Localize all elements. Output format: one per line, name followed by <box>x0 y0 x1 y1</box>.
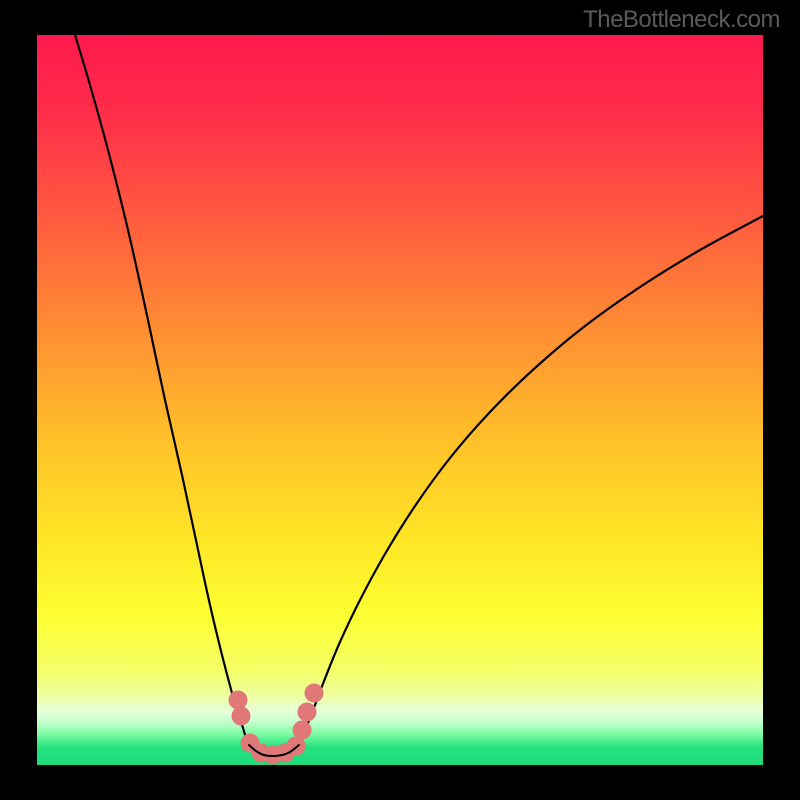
valley-dot <box>232 707 251 726</box>
curve-right <box>299 216 763 745</box>
curve-left <box>75 35 249 745</box>
valley-dot <box>298 703 317 722</box>
valley-dot <box>305 684 324 703</box>
valley-dots <box>229 684 324 765</box>
valley-dot <box>229 691 248 710</box>
watermark-text: TheBottleneck.com <box>583 6 780 34</box>
valley-dot <box>293 721 312 740</box>
bottleneck-curve-plot <box>0 0 800 800</box>
